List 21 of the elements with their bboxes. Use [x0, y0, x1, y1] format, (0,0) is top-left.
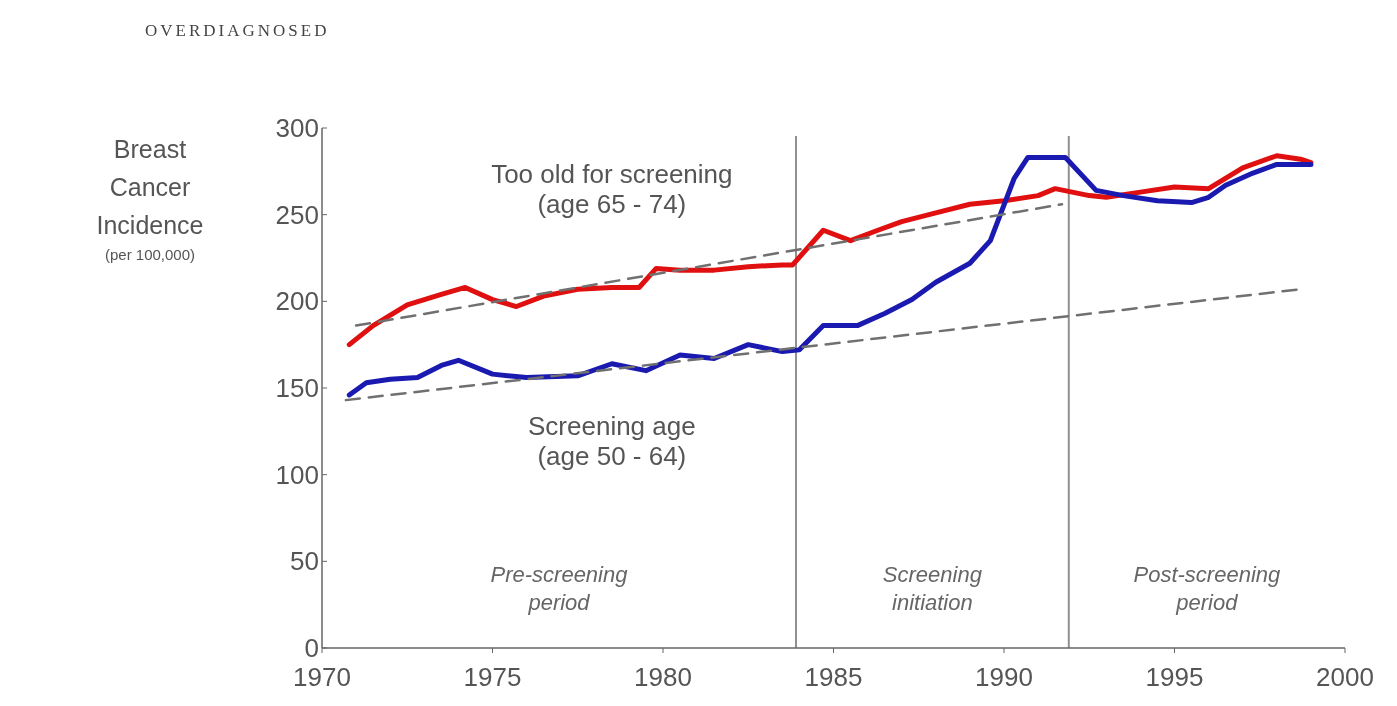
x-tick-label: 1985	[804, 662, 863, 692]
annotation: Pre-screening period	[490, 561, 629, 615]
x-tick-label: 1975	[463, 662, 522, 692]
x-tick-label: 1995	[1145, 662, 1204, 692]
series-label: Too old for screening (age 65 - 74)	[491, 159, 733, 220]
chart-title: OVERDIAGNOSED	[145, 21, 330, 40]
annotation: Screening initiation	[882, 561, 983, 615]
y-tick-label: 0	[304, 633, 319, 664]
x-tick-label: 1980	[634, 662, 692, 692]
x-tick-label: 1970	[293, 662, 351, 692]
annotation: Post-screening period	[1133, 561, 1282, 615]
y-tick-label: 200	[275, 286, 319, 317]
y-tick-label: 100	[275, 459, 319, 490]
y-axis-title: Breast Cancer Incidence (per 100,000)	[96, 135, 204, 263]
y-tick-label: 300	[275, 113, 319, 144]
y-tick-label: 250	[275, 199, 319, 230]
y-tick-label: 50	[290, 546, 319, 577]
x-tick-label: 2000	[1316, 662, 1374, 692]
series-label: Screening age (age 50 - 64)	[528, 410, 696, 471]
x-tick-label: 1990	[975, 662, 1033, 692]
y-tick-label: 150	[275, 373, 319, 404]
